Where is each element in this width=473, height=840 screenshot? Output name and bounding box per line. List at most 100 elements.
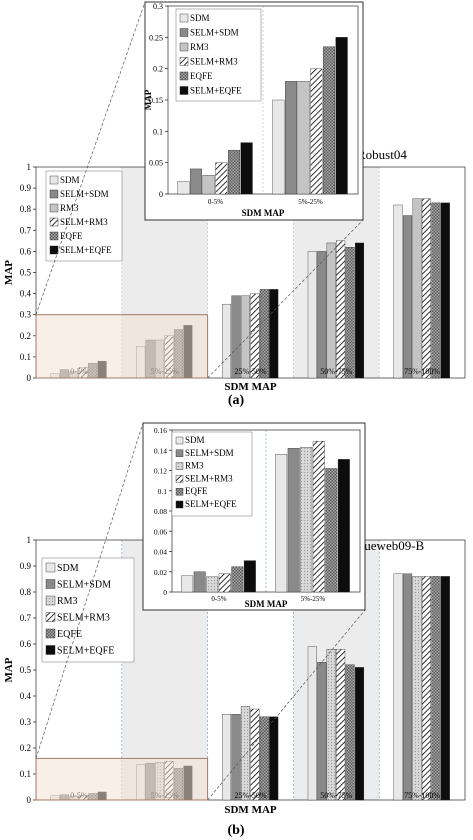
legend-swatch [45,628,56,639]
bar-selm-eqfe [440,576,450,801]
bar-selm-sdm [231,714,241,801]
legend-entry: SELM+EQFE [185,499,237,509]
bar-eqfe [431,202,441,379]
bar-selm-rm3 [310,68,323,195]
y-tick-label: 1 [27,162,32,172]
bar-selm-rm3 [336,240,346,379]
legend-swatch [175,462,184,470]
bar-selm-rm3 [215,162,228,195]
bar-sdm [272,99,285,195]
bar-selm-eqfe [440,202,450,379]
legend-swatch [49,175,59,185]
legend-swatch [49,245,59,255]
bar-selm-rm3 [250,708,260,801]
legend-swatch [45,562,56,573]
x-category-label: 50%-75% [320,791,352,800]
legend-swatch [175,449,184,457]
bar-selm-eqfe [355,242,365,379]
bar-selm-rm3 [421,576,431,801]
bar-selm-eqfe [335,37,348,195]
bar-eqfe [259,289,269,379]
y-axis-label: MAP [3,657,15,682]
bar-sdm [307,646,317,801]
legend-swatch [179,42,189,52]
legend-entry: SDM [57,563,79,574]
y-tick-label: 0.4 [20,289,32,299]
bar-rm3 [206,576,219,593]
bar-sdm [177,181,190,195]
bar-selm-sdm [231,295,241,379]
legend-swatch [175,436,184,445]
x-axis-label: SDM MAP [224,804,277,816]
bar-rm3 [300,447,313,593]
y-tick-label: 0.02 [154,568,167,577]
legend-swatch [179,71,189,81]
zoom-guide-right [207,219,364,379]
bar-selm-sdm [403,573,413,801]
x-category-label: 5%-25% [301,595,326,603]
x-category-label: 0-5% [211,595,226,603]
bar-eqfe [345,247,355,379]
legend-entry: SELM+RM3 [185,473,233,483]
bar-eqfe [322,46,335,195]
y-tick-label: 0.5 [20,665,32,675]
bar-selm-sdm [284,81,297,195]
legend-swatch [179,28,189,37]
zoom-guide-left [35,422,144,759]
zoom-region [35,314,209,379]
y-tick-label: 0.1 [158,487,168,496]
legend-entry: SDM [190,13,210,23]
legend-entry: SELM+SDM [190,28,239,38]
y-tick-label: 0.15 [149,96,163,105]
bar-sdm [222,303,232,379]
bar-selm-eqfe [243,560,256,593]
x-category-label: 75%-100% [404,367,440,376]
bar-selm-sdm [287,448,300,593]
bar-selm-eqfe [269,716,279,801]
legend-box [175,8,262,102]
legend-entry: SELM+RM3 [57,613,110,624]
y-tick-label: 0 [163,588,167,597]
bar-rm3 [202,175,215,195]
robust04-inset-chart: 0 0.05 0.1 0.15 0.2 0.25 0.3 0-5% 5%-25% MAP SDM M… [143,1,364,221]
bar-selm-sdm [193,571,206,593]
legend-swatch [45,579,56,589]
chart-title: Robust04 [357,147,407,162]
legend-entry: SELM+SDM [185,448,234,458]
zoom-region [35,757,209,801]
legend-swatch [49,203,59,213]
bar-sdm [393,573,403,801]
x-category-label: 5%-25% [298,198,323,206]
zoom-guide-left [35,1,146,315]
bar-selm-sdm [403,215,413,379]
legend-entry: EQFE [57,629,82,640]
legend-entry: SDM [60,175,80,185]
panel-label-a: (a) [228,393,245,408]
legend-entry: SELM+EQFE [190,86,242,96]
y-tick-label: 0 [27,373,32,383]
y-tick-label: 0.7 [20,613,32,623]
bar-selm-eqfe [240,142,253,195]
y-tick-label: 0.8 [20,587,32,597]
bar-selm-eqfe [355,667,365,801]
y-axis-label: MAP [3,260,15,285]
bar-rm3 [412,576,422,801]
bar-sdm [393,204,403,379]
y-tick-label: 0.3 [153,2,163,11]
bar-sdm [307,251,317,379]
bar-eqfe [431,576,441,801]
legend-box [171,431,253,517]
bar-eqfe [259,716,269,801]
bar-selm-rm3 [250,293,260,379]
bar-eqfe [231,566,244,593]
y-tick-label: 0.9 [20,183,32,193]
y-tick-label: 0.16 [154,426,167,435]
bar-rm3 [240,706,250,801]
legend-entry: RM3 [60,203,79,213]
bar-selm-sdm [317,662,327,801]
bar-rm3 [326,649,336,801]
x-axis-label: SDM MAP [245,599,288,609]
bar-selm-rm3 [218,573,231,593]
legend-swatch [45,612,56,622]
legend-swatch [179,13,189,23]
